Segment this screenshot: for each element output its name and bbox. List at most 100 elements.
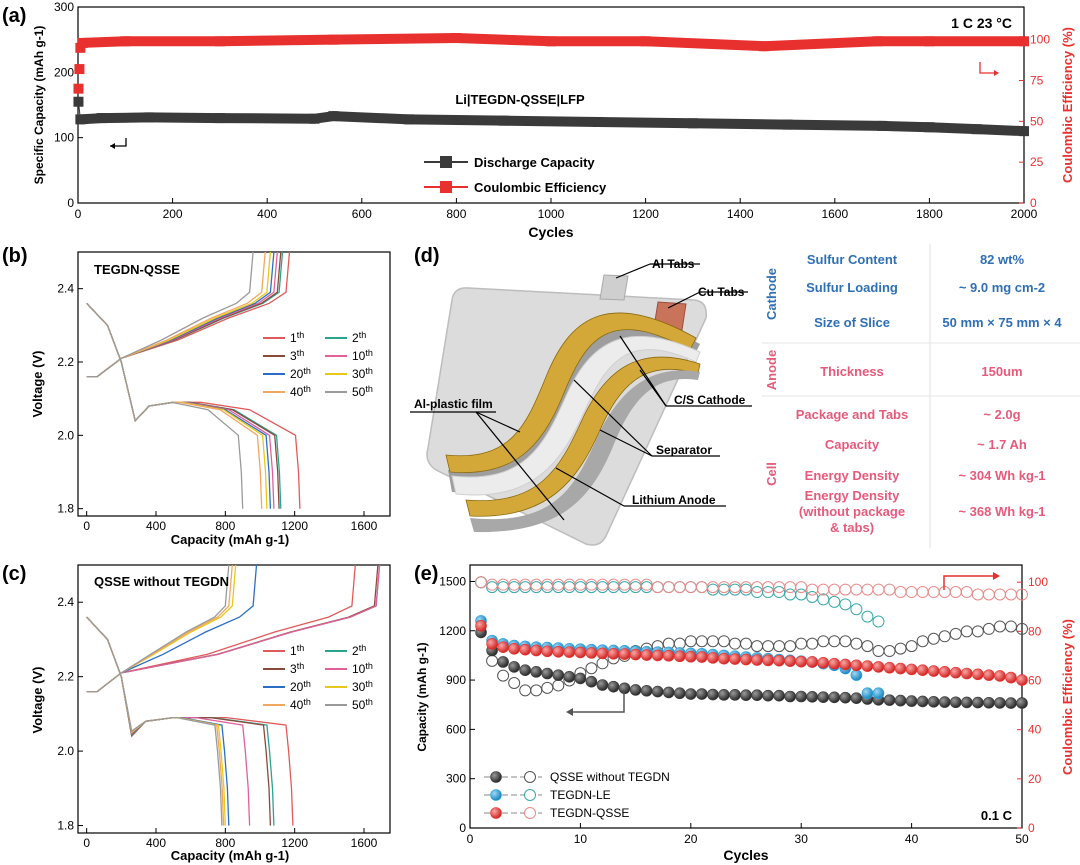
panel-e-frame xyxy=(469,564,1023,829)
x-tick-label: 10 xyxy=(574,832,588,846)
panel-e-xlabel: Cycles xyxy=(723,847,768,863)
discharge-point xyxy=(404,114,415,125)
legend-label-sup: th xyxy=(365,697,373,707)
table-row-label: Package and Tabs xyxy=(796,407,908,422)
ce-point-QSSE-without-TEGDN xyxy=(883,645,896,658)
ce-point-TEGDN-QSSE xyxy=(596,578,609,591)
ce-point-TEGDN-LE xyxy=(486,581,499,594)
capacity-point-QSSE-without-TEGDN xyxy=(508,661,520,673)
ce-point-TEGDN-LE xyxy=(563,581,576,594)
discharge-point xyxy=(971,124,982,135)
ce-point-TEGDN-LE xyxy=(717,583,730,596)
capacity-point-QSSE-without-TEGDN xyxy=(585,675,598,688)
capacity-point-TEGDN-QSSE xyxy=(949,666,962,679)
y2-tick-label: 0 xyxy=(1030,196,1037,210)
legend-label-sup: th xyxy=(365,366,373,376)
legend-label-40th: 40th xyxy=(290,384,311,399)
capacity-point-TEGDN-QSSE xyxy=(751,654,763,666)
ce-point-QSSE-without-TEGDN xyxy=(497,669,510,682)
table-row-label-line: & tabs) xyxy=(830,520,874,535)
ce-point xyxy=(924,36,935,47)
ce-point-QSSE-without-TEGDN xyxy=(585,662,598,675)
capacity-point-QSSE-without-TEGDN xyxy=(662,686,675,699)
x-tick-label: 20 xyxy=(684,832,698,846)
panel-b-series xyxy=(86,251,301,509)
ce-point-TEGDN-QSSE xyxy=(574,578,587,591)
table-row-label: Size of Slice xyxy=(814,315,890,330)
ce-point-QSSE-without-TEGDN xyxy=(1016,622,1028,635)
panel-a-conditions: 1 C 23 °C xyxy=(951,15,1012,31)
ce-point-QSSE-without-TEGDN xyxy=(993,620,1006,633)
capacity-point-TEGDN-QSSE xyxy=(916,664,929,677)
discharge-point xyxy=(687,118,698,129)
panel-a-ticks: 0 200 400 600 800 1000 1200 1400 1600 1800 2000010… xyxy=(54,0,1050,221)
ce-point-TEGDN-QSSE xyxy=(905,586,918,599)
table-row-label-line: Energy Density xyxy=(805,488,900,503)
ce-point-QSSE-without-TEGDN xyxy=(960,625,973,638)
table-row-label: Sulfur Content xyxy=(807,252,898,267)
capacity-point-QSSE-without-TEGDN xyxy=(806,691,819,703)
ce-point-TEGDN-LE xyxy=(828,595,841,608)
y-tick-label: 2.2 xyxy=(57,670,74,684)
capacity-point-TEGDN-QSSE xyxy=(607,647,620,660)
y2-tick-label: 80 xyxy=(1028,624,1042,638)
legend-label-sup: th xyxy=(303,697,311,707)
discharge-curve-2th xyxy=(86,616,275,826)
capacity-point-QSSE-without-TEGDN xyxy=(938,696,951,708)
ce-point-TEGDN-QSSE xyxy=(993,588,1006,601)
panel-a-label: (a) xyxy=(2,5,26,27)
capacity-point-QSSE-without-TEGDN xyxy=(894,694,907,707)
table-row-label-line: (without package xyxy=(799,504,905,519)
panel-a-right-arrow xyxy=(979,62,997,74)
capacity-point-QSSE-without-TEGDN xyxy=(994,697,1006,709)
x-tick-label: 1600 xyxy=(351,836,378,850)
separator-label: Separator xyxy=(656,443,712,457)
charge-curve-50th xyxy=(86,251,254,378)
ce-point-QSSE-without-TEGDN xyxy=(751,640,764,653)
x-tick-label: 0 xyxy=(75,207,82,221)
capacity-point-QSSE-without-TEGDN xyxy=(983,696,995,709)
panel-e-ylabel: Capacity (mAh g-1) xyxy=(415,642,429,751)
capacity-point-TEGDN-QSSE xyxy=(629,648,642,661)
ce-point-TEGDN-QSSE xyxy=(1016,588,1028,601)
table-row-value: ~ 9.0 mg cm-2 xyxy=(959,280,1045,295)
capacity-point-TEGDN-QSSE xyxy=(972,668,984,681)
legend-label-1th: 1th xyxy=(290,643,304,658)
ce-point-TEGDN-QSSE xyxy=(475,576,488,589)
legend-label-50th: 50th xyxy=(352,697,373,712)
capacity-point-TEGDN-QSSE xyxy=(883,661,896,674)
legend-label: TEGDN-QSSE xyxy=(550,806,629,820)
discharge-curve-30th xyxy=(86,302,268,509)
capacity-point-TEGDN-QSSE xyxy=(618,648,631,660)
discharge-point xyxy=(498,115,509,126)
ce-point-TEGDN-QSSE xyxy=(784,581,797,594)
discharge-point xyxy=(1019,126,1029,137)
capacity-point-TEGDN-QSSE xyxy=(696,651,708,663)
x-tick-label: 1000 xyxy=(538,207,565,221)
ce-point-QSSE-without-TEGDN xyxy=(894,642,907,655)
ce-point xyxy=(1019,36,1029,47)
ce-point-TEGDN-QSSE xyxy=(883,583,896,596)
ce-point-TEGDN-LE xyxy=(497,581,510,594)
legend-label-3th: 3th xyxy=(290,348,304,363)
panel-e-label: (e) xyxy=(414,563,438,585)
ce-point-QSSE-without-TEGDN xyxy=(850,637,863,650)
ce-point-TEGDN-QSSE xyxy=(530,578,543,591)
ce-point-TEGDN-LE xyxy=(706,583,719,596)
capacity-point-QSSE-without-TEGDN xyxy=(751,689,763,701)
ce-point-QSSE-without-TEGDN xyxy=(541,681,554,694)
discharge-point xyxy=(143,112,154,123)
panel-a-title: Li|TEGDN-QSSE|LFP xyxy=(455,92,585,107)
ce-point-QSSE-without-TEGDN xyxy=(508,676,521,689)
capacity-point-TEGDN-QSSE xyxy=(519,643,532,656)
y-tick-label: 2.4 xyxy=(57,595,74,609)
separator-layer xyxy=(451,335,701,496)
capacity-point-QSSE-without-TEGDN xyxy=(673,687,686,700)
capacity-point-TEGDN-QSSE xyxy=(894,662,907,675)
capacity-point-TEGDN-QSSE xyxy=(806,656,819,668)
capacity-point-TEGDN-QSSE xyxy=(541,645,554,658)
capacity-point-TEGDN-QSSE xyxy=(872,661,885,673)
y-tick-label: 200 xyxy=(54,65,74,79)
al-plastic-label: Al-plastic film xyxy=(414,397,493,411)
ce-point xyxy=(74,64,85,75)
